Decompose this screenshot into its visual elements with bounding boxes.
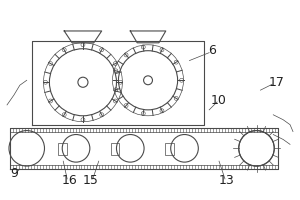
Text: 13: 13: [219, 174, 235, 187]
Bar: [111, 143, 119, 155]
Text: 17: 17: [268, 76, 284, 89]
Text: 10: 10: [211, 94, 227, 106]
Text: 9: 9: [10, 167, 18, 180]
Bar: [165, 143, 174, 155]
Text: 16: 16: [61, 174, 77, 187]
Text: 15: 15: [83, 174, 99, 187]
Text: 6: 6: [208, 44, 216, 57]
Bar: [58, 143, 67, 155]
